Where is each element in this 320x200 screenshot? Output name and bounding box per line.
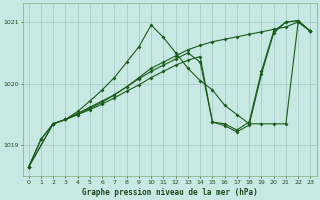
- X-axis label: Graphe pression niveau de la mer (hPa): Graphe pression niveau de la mer (hPa): [82, 188, 257, 197]
